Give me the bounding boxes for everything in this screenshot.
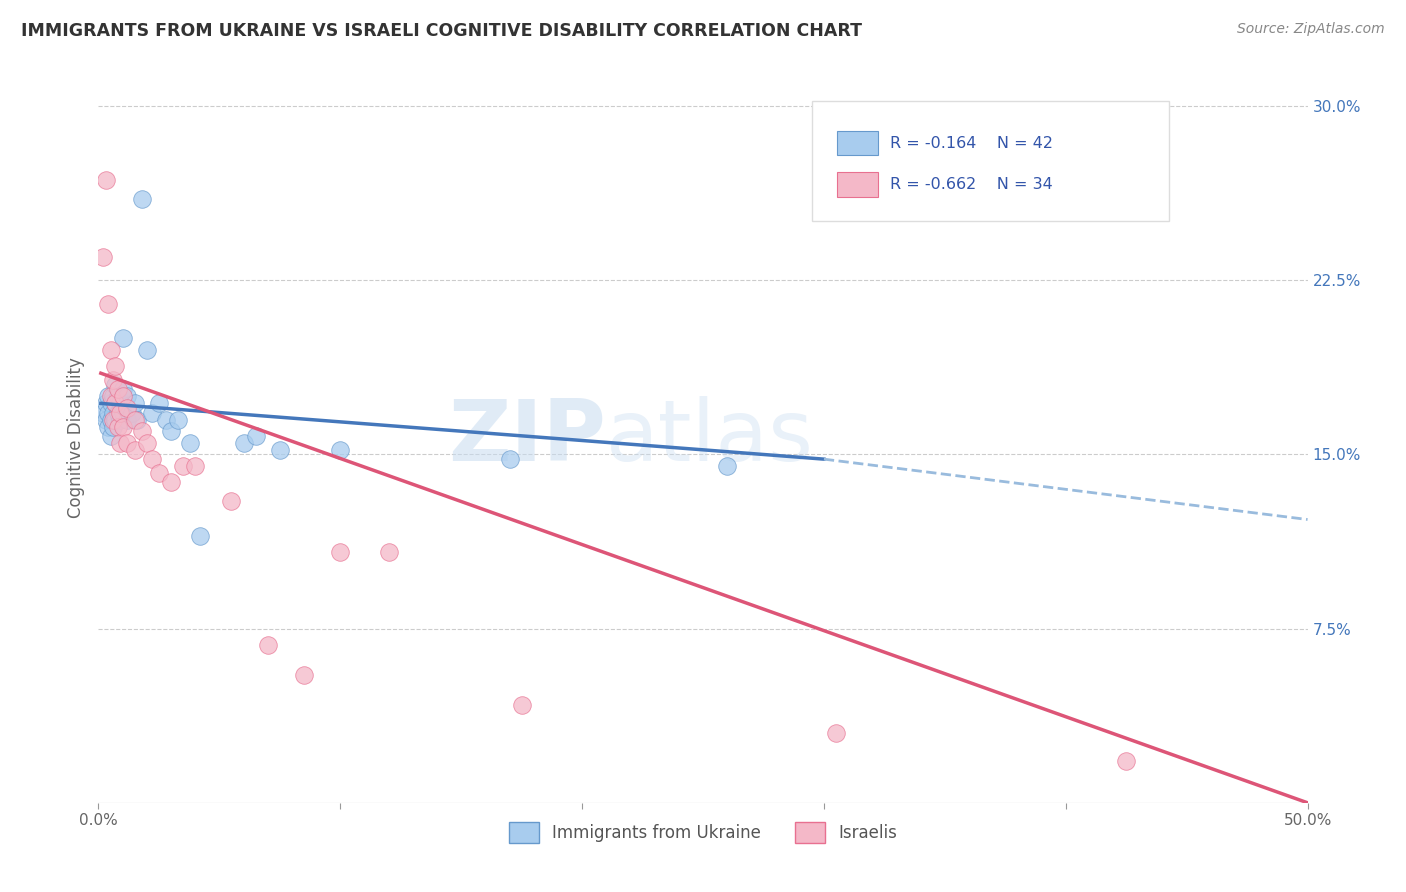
Point bbox=[155, 412, 177, 426]
Point bbox=[124, 412, 146, 426]
Point bbox=[111, 419, 134, 434]
Point bbox=[94, 412, 117, 426]
Point bbox=[100, 429, 122, 443]
Point bbox=[160, 475, 183, 490]
Point bbox=[188, 529, 211, 543]
Point bbox=[716, 459, 738, 474]
Point bbox=[121, 406, 143, 420]
Point bbox=[108, 406, 131, 420]
Point bbox=[131, 192, 153, 206]
Point bbox=[111, 389, 134, 403]
Point bbox=[117, 412, 139, 426]
Point bbox=[232, 436, 254, 450]
Text: atlas: atlas bbox=[606, 395, 814, 479]
Point bbox=[100, 396, 122, 410]
Point bbox=[498, 452, 520, 467]
Point bbox=[97, 389, 120, 403]
Point bbox=[184, 459, 207, 474]
Point bbox=[107, 389, 129, 403]
Point bbox=[269, 442, 291, 457]
Point bbox=[104, 396, 127, 410]
Point bbox=[179, 436, 201, 450]
Point bbox=[101, 406, 124, 420]
Point bbox=[127, 412, 149, 426]
Point bbox=[101, 389, 124, 403]
Point bbox=[141, 452, 163, 467]
Point bbox=[104, 412, 127, 426]
Point bbox=[131, 424, 153, 438]
Y-axis label: Cognitive Disability: Cognitive Disability bbox=[66, 357, 84, 517]
Point bbox=[97, 296, 120, 310]
Point bbox=[91, 250, 114, 264]
Point bbox=[135, 436, 157, 450]
Point bbox=[124, 396, 146, 410]
Point bbox=[101, 419, 124, 434]
Point bbox=[135, 343, 157, 357]
Point bbox=[160, 424, 183, 438]
FancyBboxPatch shape bbox=[811, 101, 1168, 221]
Point bbox=[100, 343, 122, 357]
Point bbox=[245, 429, 267, 443]
Point bbox=[172, 459, 194, 474]
Point bbox=[111, 406, 134, 420]
Point bbox=[101, 373, 124, 387]
Text: Source: ZipAtlas.com: Source: ZipAtlas.com bbox=[1237, 22, 1385, 37]
Point bbox=[111, 331, 134, 345]
Point bbox=[91, 406, 114, 420]
Point bbox=[221, 494, 243, 508]
Point bbox=[104, 359, 127, 374]
Text: R = -0.164    N = 42: R = -0.164 N = 42 bbox=[890, 136, 1053, 151]
Legend: Immigrants from Ukraine, Israelis: Immigrants from Ukraine, Israelis bbox=[502, 815, 904, 849]
Point bbox=[329, 545, 352, 559]
Point bbox=[104, 396, 127, 410]
Text: IMMIGRANTS FROM UKRAINE VS ISRAELI COGNITIVE DISABILITY CORRELATION CHART: IMMIGRANTS FROM UKRAINE VS ISRAELI COGNI… bbox=[21, 22, 862, 40]
Point bbox=[108, 412, 131, 426]
Point bbox=[104, 377, 127, 392]
Point bbox=[117, 436, 139, 450]
Point bbox=[292, 668, 315, 682]
Point bbox=[107, 406, 129, 420]
FancyBboxPatch shape bbox=[837, 172, 879, 197]
Point bbox=[94, 173, 117, 187]
Point bbox=[167, 412, 190, 426]
Point bbox=[100, 412, 122, 426]
Point bbox=[377, 545, 399, 559]
Point bbox=[148, 396, 170, 410]
Point bbox=[117, 401, 139, 415]
Point bbox=[107, 419, 129, 434]
Text: R = -0.662    N = 34: R = -0.662 N = 34 bbox=[890, 178, 1053, 193]
Point bbox=[256, 638, 278, 652]
Point bbox=[107, 383, 129, 397]
Point bbox=[141, 406, 163, 420]
Point bbox=[124, 442, 146, 457]
FancyBboxPatch shape bbox=[837, 130, 879, 155]
Point bbox=[111, 383, 134, 397]
Point bbox=[510, 698, 533, 713]
Point bbox=[97, 419, 120, 434]
Point bbox=[329, 442, 352, 457]
Point bbox=[148, 466, 170, 480]
Point bbox=[100, 389, 122, 403]
Point bbox=[108, 436, 131, 450]
Point bbox=[94, 396, 117, 410]
Point bbox=[1115, 754, 1137, 768]
Text: ZIP: ZIP bbox=[449, 395, 606, 479]
Point bbox=[97, 406, 120, 420]
Point bbox=[825, 726, 848, 740]
Point bbox=[117, 389, 139, 403]
Point bbox=[101, 412, 124, 426]
Point bbox=[108, 396, 131, 410]
